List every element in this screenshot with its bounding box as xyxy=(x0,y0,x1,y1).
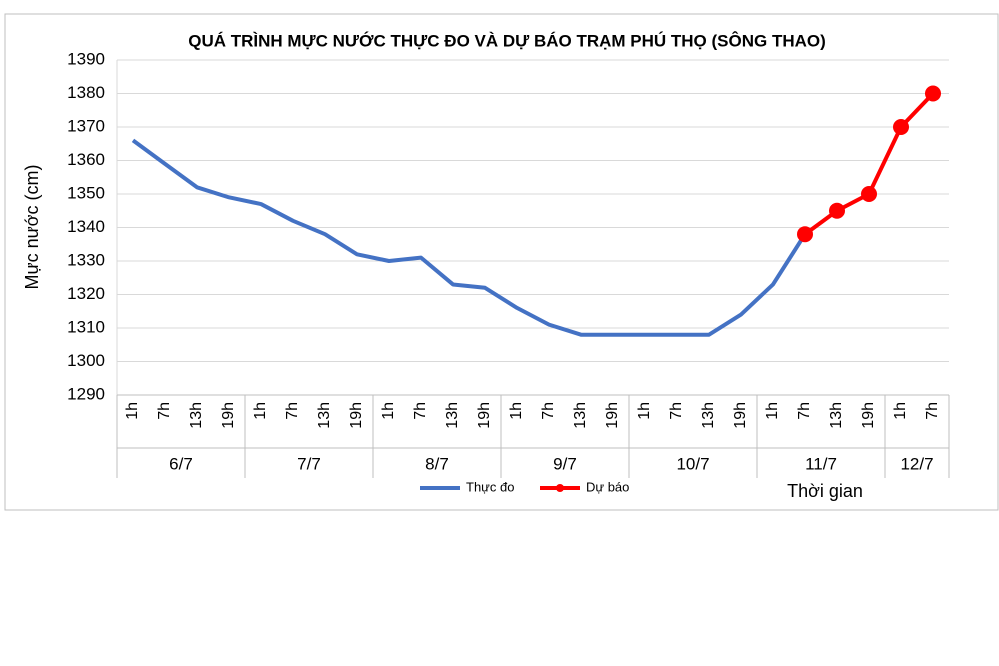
legend-label: Thực đo xyxy=(466,479,514,494)
x-group-label: 11/7 xyxy=(805,454,837,473)
series-marker xyxy=(893,119,909,135)
y-tick-label: 1330 xyxy=(67,250,105,269)
x-tick-label: 13h xyxy=(828,402,845,429)
x-tick-label: 1h xyxy=(892,402,909,420)
series-marker xyxy=(925,85,941,102)
legend-label: Dự báo xyxy=(586,479,629,494)
x-tick-label: 19h xyxy=(860,402,877,429)
x-tick-label: 7h xyxy=(412,402,429,420)
y-tick-label: 1320 xyxy=(67,284,105,303)
y-axis-label: Mực nước (cm) xyxy=(22,165,42,290)
x-tick-label: 19h xyxy=(348,402,365,429)
y-tick-label: 1340 xyxy=(67,217,105,236)
x-tick-label: 13h xyxy=(444,402,461,429)
x-tick-label: 1h xyxy=(124,402,141,420)
y-tick-label: 1390 xyxy=(67,49,105,68)
x-tick-label: 13h xyxy=(700,402,717,429)
x-tick-label: 1h xyxy=(252,402,269,420)
x-tick-label: 19h xyxy=(732,402,749,429)
series-marker xyxy=(797,226,813,243)
x-group-label: 8/7 xyxy=(425,454,449,473)
y-tick-label: 1350 xyxy=(67,183,105,202)
x-tick-label: 1h xyxy=(508,402,525,420)
x-axis-label: Thời gian xyxy=(787,481,863,501)
x-tick-label: 7h xyxy=(668,402,685,420)
x-group-label: 12/7 xyxy=(900,454,933,473)
x-tick-label: 19h xyxy=(476,402,493,429)
x-tick-label: 13h xyxy=(572,402,589,429)
x-group-label: 10/7 xyxy=(676,454,709,473)
y-tick-label: 1370 xyxy=(67,116,105,135)
y-tick-label: 1360 xyxy=(67,150,105,169)
x-group-label: 6/7 xyxy=(169,454,193,473)
x-group-label: 7/7 xyxy=(297,454,321,473)
x-tick-label: 7h xyxy=(540,402,557,420)
legend-marker xyxy=(556,484,564,492)
x-tick-label: 7h xyxy=(924,402,941,420)
x-tick-label: 7h xyxy=(156,402,173,420)
y-tick-label: 1300 xyxy=(67,351,105,370)
x-tick-label: 7h xyxy=(796,402,813,420)
x-tick-label: 1h xyxy=(636,402,653,420)
x-tick-label: 13h xyxy=(188,402,205,429)
chart-title: QUÁ TRÌNH MỰC NƯỚC THỰC ĐO VÀ DỰ BÁO TRẠ… xyxy=(188,31,826,50)
x-group-label: 9/7 xyxy=(553,454,577,473)
x-tick-label: 7h xyxy=(284,402,301,420)
x-tick-label: 1h xyxy=(764,402,781,420)
y-tick-label: 1310 xyxy=(67,317,105,336)
x-tick-label: 1h xyxy=(380,402,397,420)
series-marker xyxy=(829,202,845,219)
series-line xyxy=(131,138,807,337)
x-tick-label: 19h xyxy=(220,402,237,429)
series-marker xyxy=(861,186,877,202)
y-tick-label: 1290 xyxy=(67,384,105,403)
y-tick-label: 1380 xyxy=(67,83,105,102)
x-tick-label: 19h xyxy=(604,402,621,429)
x-tick-label: 13h xyxy=(316,402,333,429)
